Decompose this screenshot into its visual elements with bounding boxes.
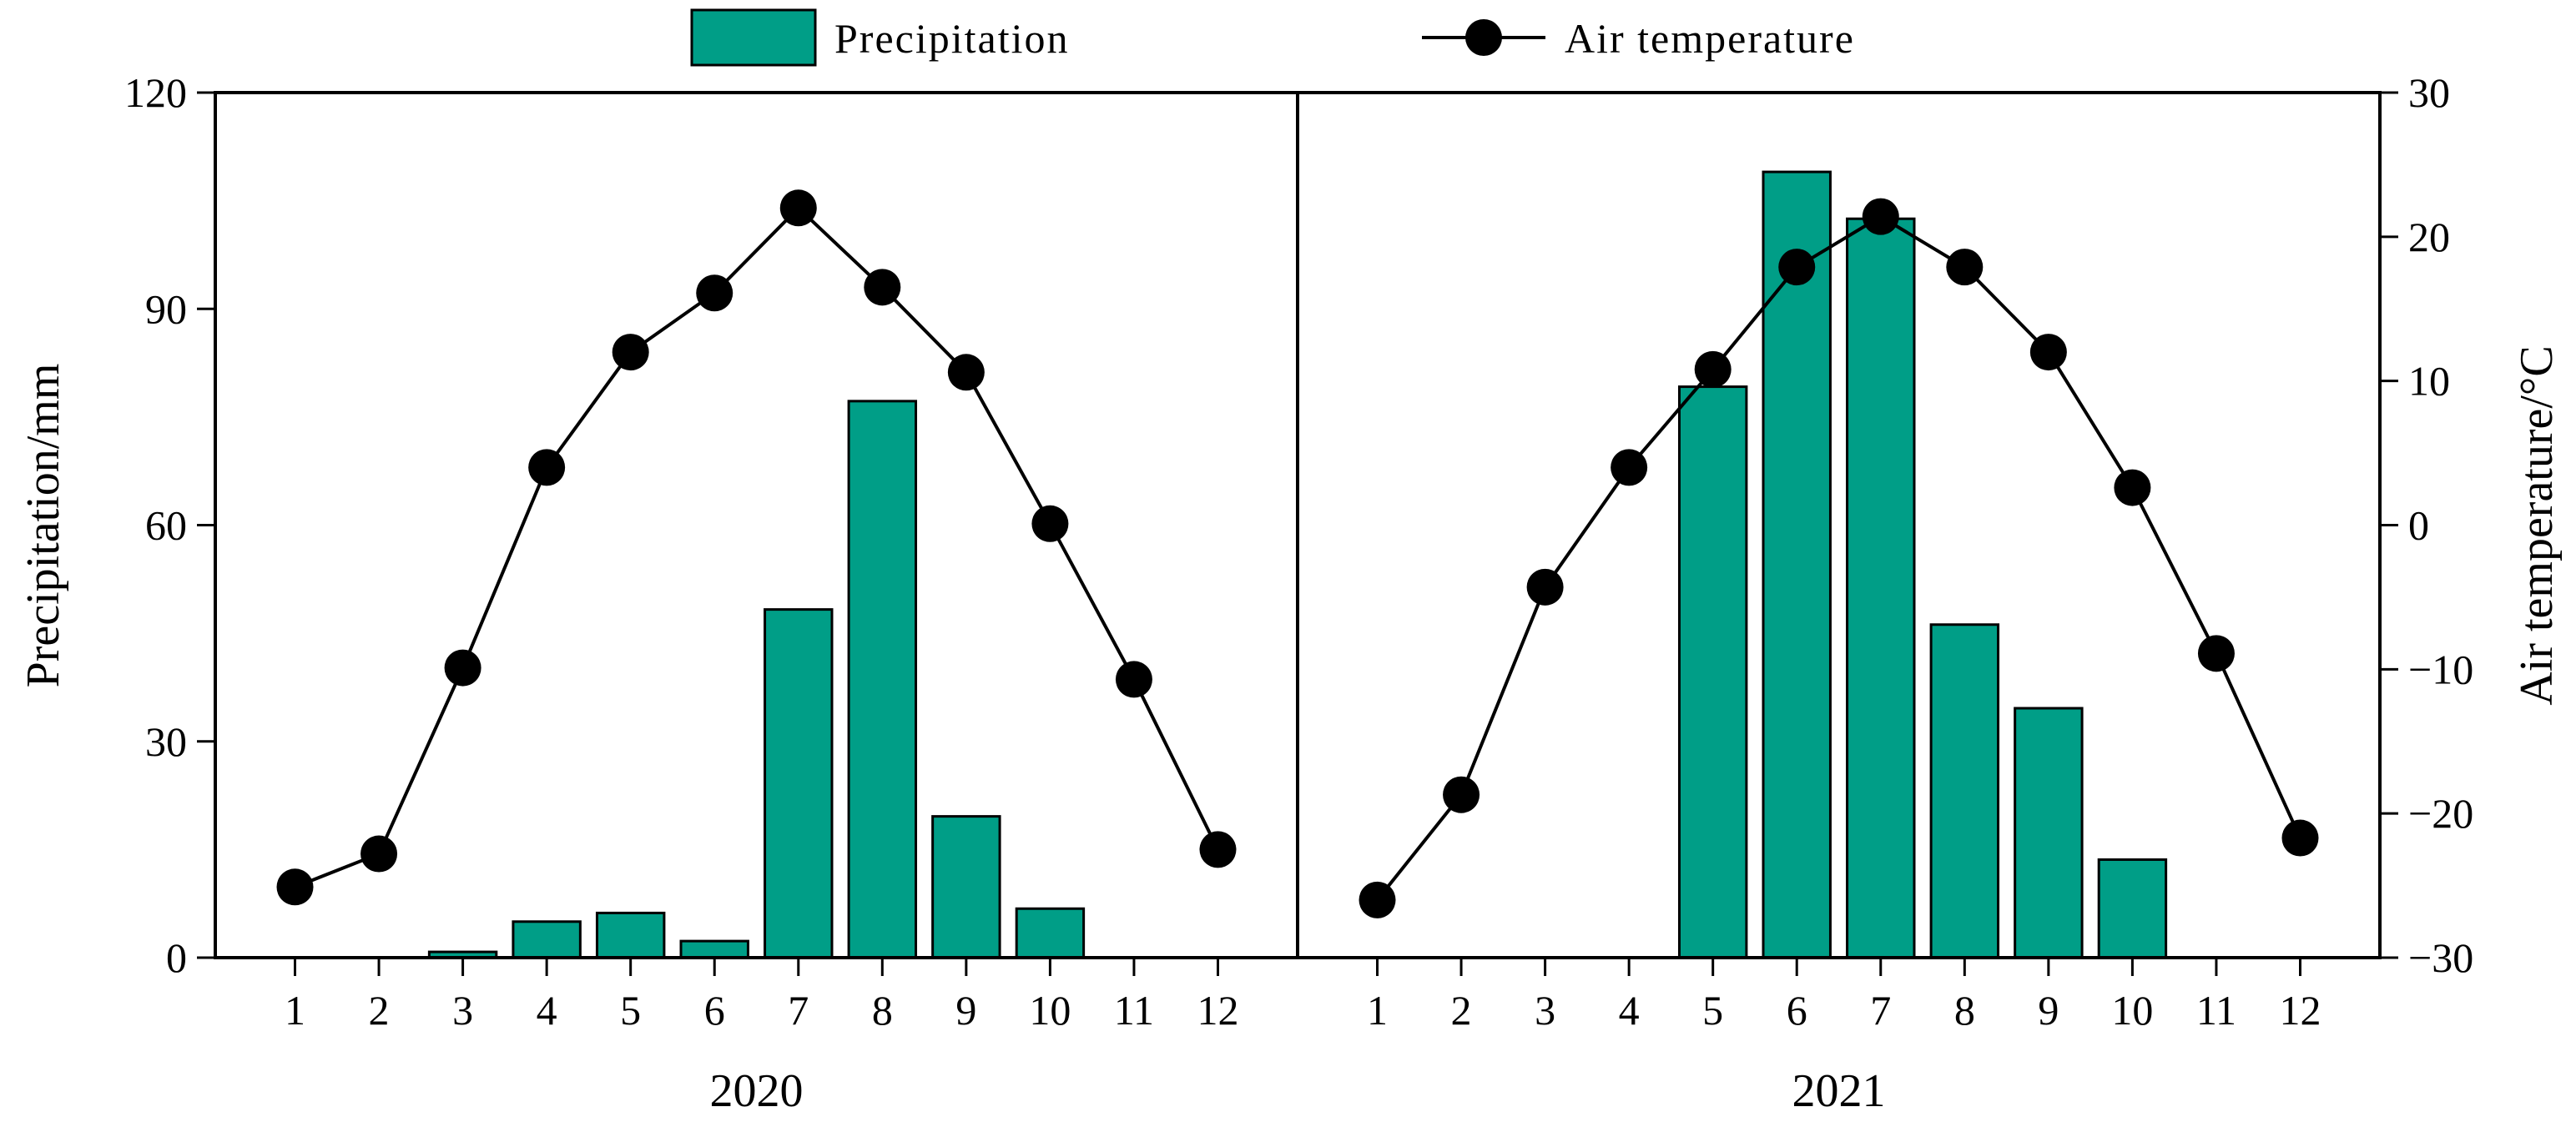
x-tick-label-2020-4: 4 [537,987,557,1034]
y-right-tick-label-1: 20 [2408,214,2450,260]
x-tick-label-2020-5: 5 [620,987,641,1034]
temperature-marker-2021-5 [1694,350,1732,388]
x-tick-label-2021-3: 3 [1535,987,1555,1034]
x-tick-label-2020-9: 9 [955,987,976,1034]
x-tick-label-2021-8: 8 [1954,987,1975,1034]
x-tick-label-2021-2: 2 [1451,987,1472,1034]
precipitation-bar-2020-6 [679,939,749,959]
x-tick-label-2021-1: 1 [1367,987,1388,1034]
x-tick-label-2020-8: 8 [872,987,893,1034]
temperature-marker-2020-8 [864,269,901,306]
x-tick-label-2020-2: 2 [369,987,390,1034]
precipitation-bar-2020-4 [512,920,582,959]
temperature-marker-2021-3 [1526,568,1564,606]
x-tick-label-2021-12: 12 [2279,987,2321,1034]
temperature-marker-2021-9 [2029,334,2067,371]
temperature-marker-2021-4 [1611,449,1648,486]
temperature-marker-2021-7 [1862,198,1899,235]
temperature-marker-2020-10 [1031,505,1069,542]
x-tick-label-2021-11: 11 [2196,987,2236,1034]
y-left-tick-label-120: 120 [124,69,187,116]
y-left-tick-label-30: 30 [145,718,187,765]
x-tick-label-2020-7: 7 [788,987,809,1034]
y-right-axis-title: Air temperature/°C [2511,345,2563,705]
legend-temperature-marker [1465,19,1502,56]
precipitation-bar-2020-7 [764,608,834,959]
precipitation-bar-2020-9 [931,815,1001,959]
temperature-marker-2020-1 [276,868,314,906]
y-right-tick-label-4: −10 [2408,646,2473,692]
y-left-tick-label-0: 0 [166,934,187,981]
temperature-marker-2020-9 [947,354,985,391]
precipitation-bar-2021-9 [2014,707,2084,959]
precipitation-bar-2020-8 [847,400,918,959]
y-right-tick-label-5: −20 [2408,790,2473,837]
y-left-tick-label-60: 60 [145,502,187,549]
x-tick-label-2021-6: 6 [1787,987,1807,1034]
legend-temperature-label: Air temperature [1565,15,1855,62]
x-tick-label-2020-1: 1 [285,987,305,1034]
y-right-tick-label-3: 0 [2408,502,2429,549]
y-right-tick-label-0: 30 [2408,69,2450,116]
panel-year-label-2021: 2021 [1792,1065,1886,1117]
temperature-marker-2021-11 [2197,635,2235,672]
x-tick-label-2021-7: 7 [1870,987,1891,1034]
x-tick-label-2021-5: 5 [1702,987,1723,1034]
x-tick-label-2021-4: 4 [1619,987,1640,1034]
x-tick-label-2020-11: 11 [1114,987,1154,1034]
precipitation-bar-2021-8 [1929,623,2000,959]
temperature-marker-2020-3 [444,649,481,687]
temperature-marker-2020-7 [779,189,817,227]
x-tick-label-2020-12: 12 [1197,987,1238,1034]
y-left-tick-label-90: 90 [145,285,187,332]
temperature-marker-2021-12 [2281,819,2319,857]
temperature-marker-2020-5 [612,334,649,371]
temperature-marker-2020-4 [528,449,566,486]
panel-year-label-2020: 2020 [710,1065,804,1117]
temperature-marker-2021-10 [2114,469,2151,506]
legend-precipitation-swatch [690,8,817,67]
legend-precipitation-label: Precipitation [834,15,1070,62]
temperature-marker-2021-2 [1443,776,1480,813]
x-tick-label-2020-6: 6 [704,987,725,1034]
precipitation-bar-2020-10 [1015,907,1086,959]
legend: Precipitation Air temperature [690,8,1855,67]
y-right-tick-label-2: 10 [2408,358,2450,405]
temperature-line-2021 [1375,214,2302,902]
temperature-marker-2020-2 [360,835,398,873]
precipitation-bar-2020-5 [595,911,666,959]
temperature-marker-2021-8 [1946,249,1984,286]
x-tick-label-2020-3: 3 [452,987,473,1034]
temperature-marker-2021-6 [1778,249,1816,286]
temperature-line-2020 [294,205,1220,889]
temperature-marker-2021-1 [1359,881,1396,918]
x-tick-label-2021-10: 10 [2111,987,2153,1034]
temperature-marker-2020-12 [1199,831,1237,868]
temperature-marker-2020-6 [696,274,733,312]
precipitation-bar-2021-7 [1846,217,1916,959]
precipitation-bar-2021-6 [1762,170,1832,959]
x-tick-label-2020-10: 10 [1029,987,1071,1034]
precipitation-bar-2021-5 [1677,385,1748,959]
temperature-marker-2020-11 [1115,661,1152,698]
precipitation-bar-2021-10 [2097,858,2168,959]
y-right-tick-label-6: −30 [2408,934,2473,981]
x-tick-label-2021-9: 9 [2038,987,2059,1034]
y-left-axis-title: Precipitation/mm [18,364,69,688]
